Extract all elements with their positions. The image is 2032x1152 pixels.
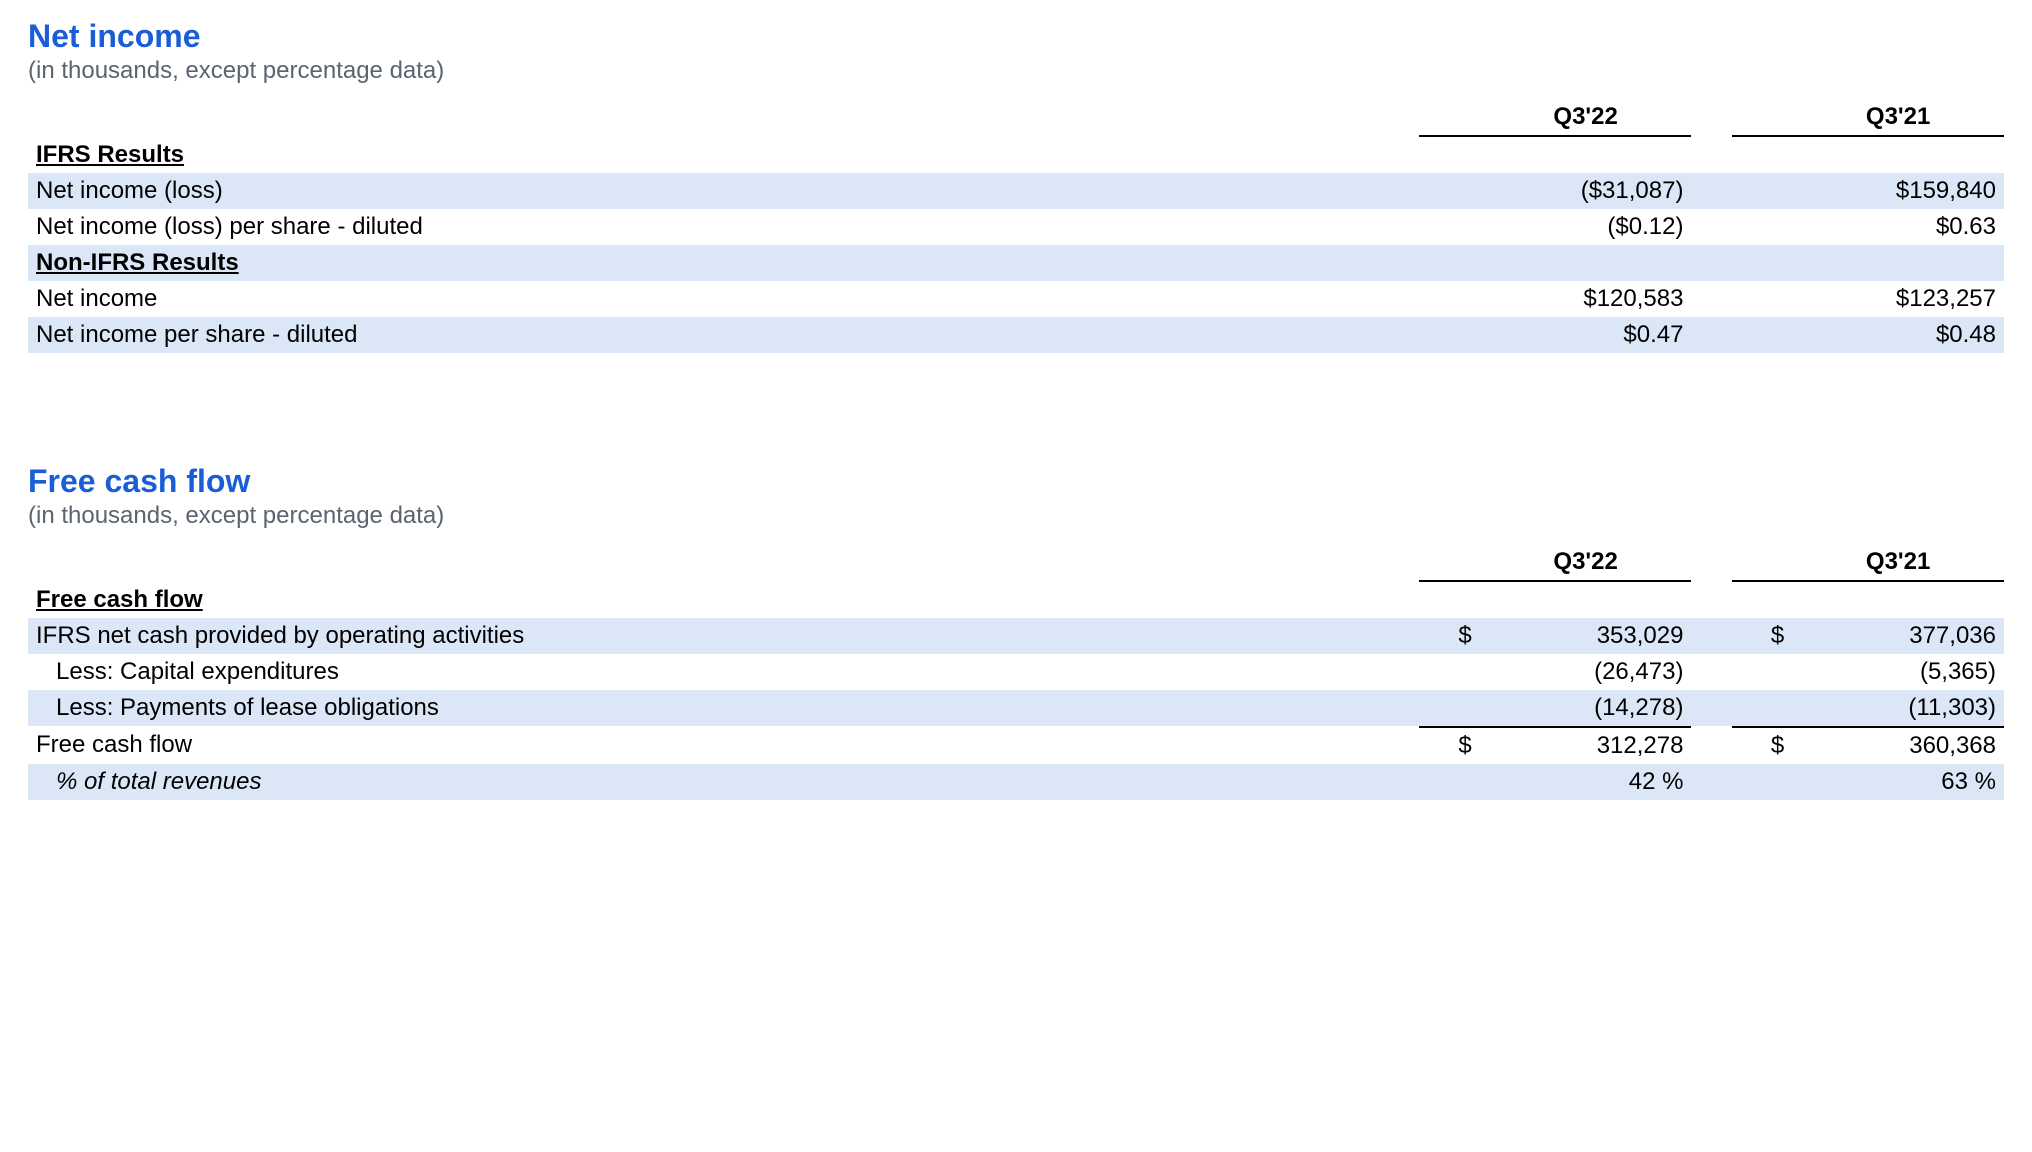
fcf-section-header-row: Free cash flow (28, 582, 2004, 618)
table-row: IFRS net cash provided by operating acti… (28, 618, 2004, 654)
row-value-q322: 42 % (1480, 764, 1692, 800)
non-ifrs-results-header-row: Non-IFRS Results (28, 245, 2004, 281)
net-income-table: Q3'22 Q3'21 IFRS Results Net income (los… (28, 99, 2004, 353)
currency-symbol (1732, 209, 1792, 245)
section-spacer (28, 353, 2004, 463)
net-income-title: Net income (28, 18, 2004, 55)
table-row: Net income per share - diluted $0.47 $0.… (28, 317, 2004, 353)
row-value-q322: 312,278 (1480, 726, 1692, 764)
row-value-q322: ($31,087) (1480, 173, 1692, 209)
ifrs-results-header: IFRS Results (28, 137, 1419, 173)
row-label: IFRS net cash provided by operating acti… (28, 618, 1419, 654)
column-header-q321: Q3'21 (1792, 544, 2004, 582)
column-header-q322: Q3'22 (1480, 544, 1692, 582)
row-value-q321: $159,840 (1792, 173, 2004, 209)
row-label: Less: Capital expenditures (28, 654, 1419, 690)
currency-symbol: $ (1419, 726, 1479, 764)
free-cash-flow-table: Q3'22 Q3'21 Free cash flow IFRS net cash… (28, 544, 2004, 800)
non-ifrs-results-header: Non-IFRS Results (28, 245, 1419, 281)
currency-symbol (1419, 209, 1479, 245)
free-cash-flow-section: Free cash flow (in thousands, except per… (28, 463, 2004, 800)
row-label: Net income per share - diluted (28, 317, 1419, 353)
table-row: Net income (loss) ($31,087) $159,840 (28, 173, 2004, 209)
currency-symbol (1419, 690, 1479, 726)
fcf-percent-row: % of total revenues 42 % 63 % (28, 764, 2004, 800)
currency-symbol (1732, 317, 1792, 353)
table-header-row: Q3'22 Q3'21 (28, 544, 2004, 582)
table-row: Net income (loss) per share - diluted ($… (28, 209, 2004, 245)
row-value-q321: $0.63 (1792, 209, 2004, 245)
row-label: Net income (loss) (28, 173, 1419, 209)
ifrs-results-header-row: IFRS Results (28, 137, 2004, 173)
row-value-q322: ($0.12) (1480, 209, 1692, 245)
currency-symbol: $ (1732, 726, 1792, 764)
row-label: % of total revenues (28, 764, 1419, 800)
row-value-q322: (14,278) (1480, 690, 1692, 726)
currency-symbol (1732, 654, 1792, 690)
currency-symbol: $ (1732, 618, 1792, 654)
row-value-q321: (5,365) (1792, 654, 2004, 690)
currency-symbol (1419, 317, 1479, 353)
row-value-q322: 353,029 (1480, 618, 1692, 654)
row-label: Free cash flow (28, 726, 1419, 764)
table-row: Less: Capital expenditures (26,473) (5,3… (28, 654, 2004, 690)
currency-symbol (1419, 173, 1479, 209)
table-row: Net income $120,583 $123,257 (28, 281, 2004, 317)
fcf-subtotal-row: Free cash flow $ 312,278 $ 360,368 (28, 726, 2004, 764)
row-value-q321: (11,303) (1792, 690, 2004, 726)
row-label: Less: Payments of lease obligations (28, 690, 1419, 726)
row-value-q321: 377,036 (1792, 618, 2004, 654)
row-label: Net income (loss) per share - diluted (28, 209, 1419, 245)
column-header-q321: Q3'21 (1792, 99, 2004, 137)
column-header-q322: Q3'22 (1480, 99, 1692, 137)
row-value-q321: 63 % (1792, 764, 2004, 800)
row-value-q321: 360,368 (1792, 726, 2004, 764)
net-income-subtitle: (in thousands, except percentage data) (28, 57, 2004, 85)
currency-symbol (1732, 281, 1792, 317)
currency-symbol (1732, 690, 1792, 726)
row-value-q322: $120,583 (1480, 281, 1692, 317)
row-label: Net income (28, 281, 1419, 317)
table-row: Less: Payments of lease obligations (14,… (28, 690, 2004, 726)
fcf-section-header: Free cash flow (28, 582, 1419, 618)
row-value-q322: (26,473) (1480, 654, 1692, 690)
currency-symbol (1419, 654, 1479, 690)
row-value-q321: $0.48 (1792, 317, 2004, 353)
net-income-section: Net income (in thousands, except percent… (28, 18, 2004, 353)
currency-symbol (1419, 281, 1479, 317)
table-header-row: Q3'22 Q3'21 (28, 99, 2004, 137)
free-cash-flow-title: Free cash flow (28, 463, 2004, 500)
row-value-q321: $123,257 (1792, 281, 2004, 317)
currency-symbol (1732, 173, 1792, 209)
currency-symbol: $ (1419, 618, 1479, 654)
free-cash-flow-subtitle: (in thousands, except percentage data) (28, 502, 2004, 530)
row-value-q322: $0.47 (1480, 317, 1692, 353)
